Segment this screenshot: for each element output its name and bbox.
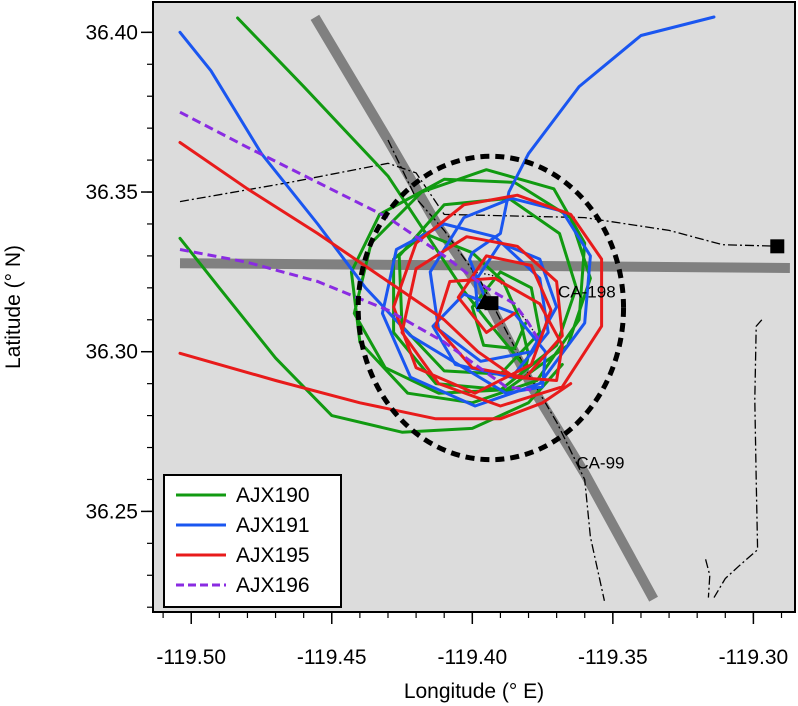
y-tick-label: 36.35 [85,181,138,204]
series-line-ajx191 [468,15,716,296]
y-axis: 36.25 36.30 36.35 36.40 [85,21,153,608]
x-tick-label: -119.50 [156,646,226,669]
y-tick-label: 36.30 [85,341,138,364]
series-line-ajx195 [178,141,604,408]
y-tick-label: 36.25 [85,500,138,523]
boundary-line [713,319,763,598]
plot-area [178,14,790,602]
road-label-ca-99: CA-99 [576,453,624,472]
sampling-circle [355,153,627,463]
y-axis-title: Latitude (° N) [2,245,25,369]
markers [475,239,785,311]
legend-label-ajx196: AJX196 [236,574,310,597]
series-line-ajx196 [179,248,532,392]
boundary-line [704,559,711,598]
legend-label-ajx191: AJX191 [236,514,310,537]
x-tick-label: -119.40 [437,646,507,669]
x-tick-label: -119.45 [297,646,367,669]
series-line-ajx191 [178,30,592,408]
x-tick-label: -119.30 [719,646,789,669]
annotations: CA-198 CA-99 [558,282,624,472]
square-marker [484,296,499,311]
series-line-ajx190 [178,236,564,434]
legend-items: AJX190 AJX191 AJX195 AJX196 [176,484,310,597]
x-axis-title: Longitude (° E) [404,680,544,703]
legend-label-ajx195: AJX195 [236,544,310,567]
x-tick-label: -119.35 [578,646,648,669]
square-marker [770,239,785,254]
y-tick-label: 36.40 [85,21,138,44]
circle-layer [355,153,627,463]
boundary-line [179,162,782,247]
legend-label-ajx190: AJX190 [236,484,310,507]
flight-tracks [178,15,716,434]
series-line-ajx196 [179,110,542,343]
legend: AJX190 AJX191 AJX195 AJX196 [163,474,342,608]
x-axis: -119.50 -119.45 -119.40 -119.35 -119.30 [156,612,788,669]
plot-frame [152,1,796,613]
series-line-ajx195 [178,351,573,421]
road-label-ca-198: CA-198 [558,282,616,301]
